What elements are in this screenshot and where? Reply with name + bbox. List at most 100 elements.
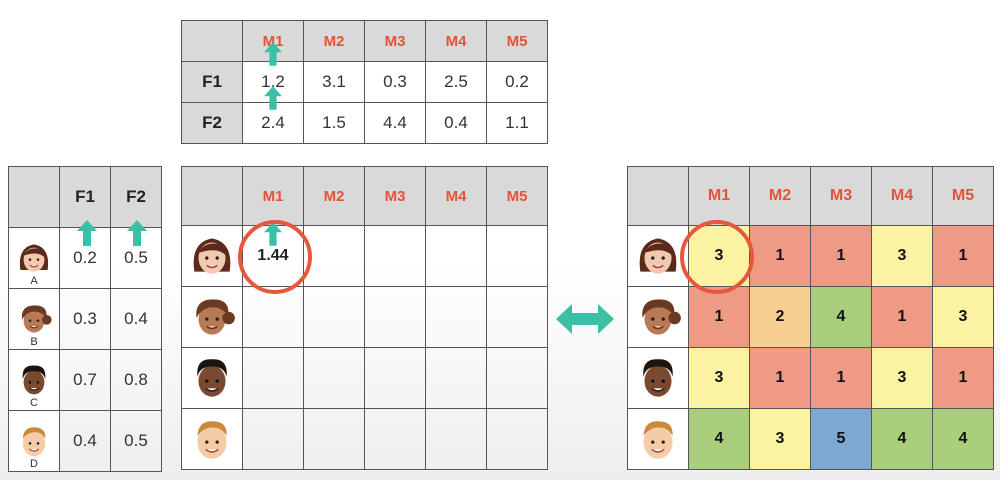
movie-header: M3 [810, 166, 872, 226]
user-label: B [30, 336, 38, 348]
rating-cell: 3 [749, 408, 811, 470]
user-b-avatar [627, 286, 689, 348]
table-cell: 0.7 [59, 349, 111, 411]
movie-header: M2 [303, 20, 365, 62]
rating-cell: 5 [810, 408, 872, 470]
rating-cell: 3 [688, 347, 750, 409]
woman-long-hair-icon [632, 230, 684, 282]
man-dark-hair-icon [632, 352, 684, 404]
table-row: F2 2.4 1.5 4.4 0.4 1.1 [181, 102, 548, 144]
up-arrow-icon [264, 86, 282, 110]
highlight-circle [238, 220, 312, 294]
table-cell: 0.5 [110, 410, 162, 472]
user-c-avatar [627, 347, 689, 409]
empty-cell [486, 286, 548, 348]
rating-cell: 3 [871, 347, 933, 409]
table-cell: 0.4 [110, 288, 162, 350]
empty-cell [303, 408, 365, 470]
empty-cell [364, 286, 426, 348]
woman-long-hair-icon [186, 230, 238, 282]
movie-header: M2 [303, 166, 365, 226]
table-row: F1 1.2 3.1 0.3 2.5 0.2 [181, 61, 548, 103]
table-row: 3 1 1 3 1 [627, 347, 994, 409]
woman-bun-icon [186, 291, 238, 343]
movie-header: M5 [486, 20, 548, 62]
empty-cell [303, 347, 365, 409]
table-row [181, 408, 548, 470]
rating-cell: 1 [749, 225, 811, 287]
table-row: C 0.7 0.8 [8, 349, 162, 411]
table-cell: 0.8 [110, 349, 162, 411]
table-row: 1 2 4 1 3 [627, 286, 994, 348]
feature-row-header: F2 [181, 102, 243, 144]
table-row: 1.44 [181, 225, 548, 287]
rating-cell: 4 [810, 286, 872, 348]
user-b-avatar: B [8, 288, 60, 350]
user-d-avatar: D [8, 410, 60, 472]
user-c-avatar: C [8, 349, 60, 411]
empty-cell [364, 225, 426, 287]
movie-header: M3 [364, 20, 426, 62]
ratings-table: M1 M2 M3 M4 M5 3 1 1 3 1 1 2 4 1 3 3 1 1… [627, 166, 994, 470]
user-label: C [30, 397, 38, 409]
rating-cell: 1 [688, 286, 750, 348]
up-arrow-icon [77, 220, 97, 246]
table-corner [181, 20, 243, 62]
prediction-table: M1 M2 M3 M4 M5 1.44 [181, 166, 548, 470]
user-d-avatar [181, 408, 243, 470]
user-label: D [30, 458, 38, 470]
man-blond-icon [14, 421, 54, 461]
movie-header: M2 [749, 166, 811, 226]
user-a-avatar [181, 225, 243, 287]
movie-header: M5 [486, 166, 548, 226]
movie-header: M1 [688, 166, 750, 226]
feature-row-header: F1 [181, 61, 243, 103]
table-cell: 1.1 [486, 102, 548, 144]
rating-cell: 4 [688, 408, 750, 470]
up-arrow-icon [264, 42, 282, 66]
empty-cell [425, 225, 487, 287]
empty-cell [303, 225, 365, 287]
rating-cell: 1 [749, 347, 811, 409]
empty-cell [486, 408, 548, 470]
woman-bun-icon [14, 299, 54, 339]
table-corner [627, 166, 689, 226]
empty-cell [364, 347, 426, 409]
table-corner [181, 166, 243, 226]
movie-header: M4 [425, 166, 487, 226]
rating-cell: 1 [810, 347, 872, 409]
man-dark-hair-icon [14, 360, 54, 400]
empty-cell [486, 347, 548, 409]
table-cell: 0.3 [364, 61, 426, 103]
rating-cell: 4 [871, 408, 933, 470]
user-feature-table: F1 F2 A 0.2 0.5 B 0.3 0.4 C 0.7 0.8 D 0.… [8, 166, 162, 472]
table-cell: 1.5 [303, 102, 365, 144]
table-corner [8, 166, 60, 228]
movie-header: M4 [871, 166, 933, 226]
table-row [181, 347, 548, 409]
empty-cell [425, 286, 487, 348]
user-c-avatar [181, 347, 243, 409]
user-a-avatar: A [8, 227, 60, 289]
table-row [181, 286, 548, 348]
feature-header: F1 [59, 166, 111, 228]
movie-header: M4 [425, 20, 487, 62]
up-arrow-icon [127, 220, 147, 246]
woman-long-hair-icon [14, 238, 54, 278]
movie-header: M3 [364, 166, 426, 226]
rating-cell: 3 [871, 225, 933, 287]
table-cell: 0.2 [486, 61, 548, 103]
rating-cell: 1 [932, 347, 994, 409]
rating-cell: 3 [932, 286, 994, 348]
rating-cell: 1 [810, 225, 872, 287]
table-cell: 4.4 [364, 102, 426, 144]
empty-cell [486, 225, 548, 287]
rating-cell: 1 [932, 225, 994, 287]
rating-cell: 1 [871, 286, 933, 348]
empty-cell [242, 347, 304, 409]
table-row: A 0.2 0.5 [8, 227, 162, 289]
table-cell: 2.5 [425, 61, 487, 103]
table-cell: 0.4 [425, 102, 487, 144]
empty-cell [425, 408, 487, 470]
rating-cell: 4 [932, 408, 994, 470]
